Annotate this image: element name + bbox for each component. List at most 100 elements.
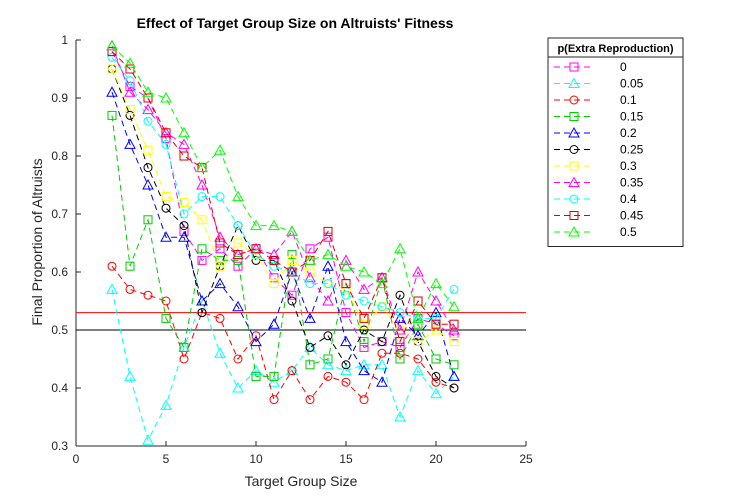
data-point bbox=[358, 364, 370, 376]
data-point bbox=[233, 221, 243, 231]
legend-entry-label: 0.5 bbox=[620, 225, 637, 239]
series-line bbox=[111, 68, 455, 343]
data-point bbox=[395, 337, 405, 347]
data-point bbox=[323, 232, 333, 242]
data-point bbox=[268, 318, 280, 329]
data-point bbox=[269, 395, 279, 405]
data-point bbox=[233, 250, 243, 260]
data-point bbox=[431, 313, 441, 323]
legend-swatch-marker bbox=[568, 225, 580, 237]
data-point bbox=[107, 52, 117, 62]
data-point bbox=[160, 91, 172, 103]
data-point bbox=[377, 337, 387, 347]
y-tick-label: 1 bbox=[61, 33, 68, 47]
legend-swatch-marker bbox=[569, 62, 579, 72]
data-point bbox=[197, 308, 207, 318]
data-point bbox=[340, 364, 352, 376]
data-point bbox=[448, 323, 460, 335]
data-point bbox=[269, 261, 279, 271]
data-point bbox=[341, 290, 351, 300]
legend-entry-label: 0 bbox=[620, 60, 627, 74]
legend-swatch-marker bbox=[569, 211, 579, 220]
data-point bbox=[395, 354, 405, 364]
data-point bbox=[161, 139, 171, 149]
data-point bbox=[394, 410, 406, 422]
data-point bbox=[106, 39, 118, 51]
data-point bbox=[394, 323, 406, 335]
series-line bbox=[111, 57, 455, 319]
data-point bbox=[430, 306, 442, 318]
y-axis-label: Final Proportion of Altruists bbox=[29, 158, 45, 325]
data-point bbox=[161, 296, 171, 306]
data-point bbox=[431, 354, 441, 364]
legend-swatch-marker bbox=[569, 95, 579, 105]
series-line bbox=[111, 265, 455, 401]
data-point bbox=[430, 294, 442, 306]
data-point bbox=[268, 248, 280, 260]
data-point bbox=[395, 308, 405, 318]
legend-swatch-marker bbox=[569, 145, 579, 154]
data-point bbox=[161, 313, 171, 323]
data-point bbox=[431, 319, 441, 329]
data-point bbox=[287, 290, 297, 300]
legend-swatch-marker bbox=[569, 112, 579, 121]
x-tick-label: 0 bbox=[73, 452, 80, 466]
data-point bbox=[233, 261, 243, 271]
data-point bbox=[340, 254, 352, 265]
data-point bbox=[214, 144, 226, 155]
data-point bbox=[359, 319, 369, 329]
data-point bbox=[359, 296, 369, 306]
data-point bbox=[161, 192, 171, 202]
legend-entry-label: 0.4 bbox=[620, 192, 637, 206]
series-line bbox=[111, 92, 455, 383]
series-0.5 bbox=[106, 39, 460, 323]
plot-area: 0 5 10 15 20 25 0.3 0.4 0.5 0.6 0.7 0.8 0.9 1 bbox=[51, 33, 533, 466]
data-point bbox=[160, 231, 172, 242]
data-point bbox=[142, 178, 154, 190]
data-point bbox=[305, 395, 315, 405]
data-point bbox=[322, 358, 334, 370]
data-point bbox=[376, 277, 388, 289]
data-point bbox=[232, 381, 244, 393]
data-point bbox=[322, 260, 334, 271]
legend: p(Extra Reproduction) 0 0.05 0.1 0.15 0.2 0.25… bbox=[547, 37, 684, 247]
series-0.1 bbox=[107, 261, 459, 405]
data-point bbox=[197, 215, 207, 225]
data-point bbox=[251, 371, 261, 381]
data-point bbox=[376, 376, 388, 387]
legend-swatch-marker bbox=[569, 161, 579, 171]
data-point bbox=[394, 242, 406, 254]
data-point bbox=[178, 126, 190, 138]
x-tick-label: 25 bbox=[519, 452, 533, 466]
y-tick-label: 0.6 bbox=[51, 265, 68, 279]
data-point bbox=[179, 197, 189, 207]
data-point bbox=[125, 105, 135, 115]
data-point bbox=[106, 86, 118, 97]
data-point bbox=[107, 261, 117, 271]
legend-entry-label: 0.3 bbox=[620, 159, 637, 173]
data-point bbox=[142, 434, 154, 445]
data-point bbox=[358, 358, 370, 370]
data-point bbox=[215, 255, 225, 265]
data-point bbox=[107, 64, 117, 74]
series-line bbox=[111, 45, 455, 320]
data-point bbox=[197, 192, 207, 202]
data-point bbox=[323, 371, 333, 381]
data-point bbox=[395, 290, 405, 300]
x-tick-label: 20 bbox=[429, 452, 443, 466]
data-point bbox=[359, 337, 369, 347]
x-tick-label: 15 bbox=[339, 452, 353, 466]
data-point bbox=[125, 76, 135, 86]
data-point bbox=[323, 279, 333, 289]
legend-entry-label: 0.2 bbox=[620, 126, 637, 140]
data-point bbox=[376, 358, 388, 370]
y-tick-label: 0.4 bbox=[51, 381, 68, 395]
data-point bbox=[214, 277, 226, 289]
data-point bbox=[449, 284, 459, 294]
y-tick-label: 0.5 bbox=[51, 323, 68, 337]
data-point bbox=[215, 192, 225, 202]
data-point bbox=[179, 151, 189, 161]
data-point bbox=[377, 302, 387, 312]
data-point bbox=[215, 238, 225, 248]
